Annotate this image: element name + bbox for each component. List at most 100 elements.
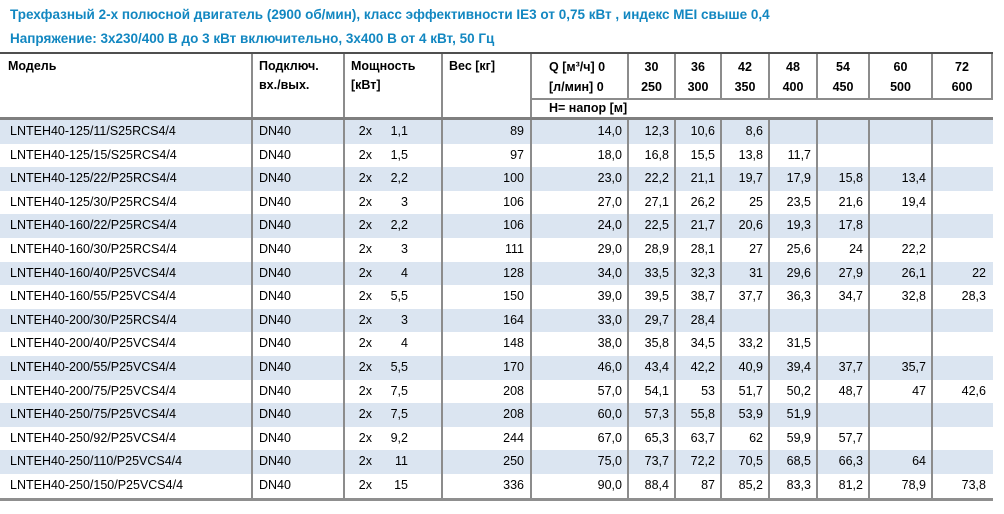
cell-head-value: 75,0: [532, 450, 629, 474]
cell-head-value: 19,4: [870, 190, 933, 215]
head-row-label: Н= напор [м]: [549, 101, 628, 115]
cell-head-value: 22,5: [629, 214, 676, 238]
q-lmin-value: 350: [734, 80, 756, 94]
table-row: LNTEH40-160/22/P25RCS4/4 DN40 2x 2,2 106…: [0, 214, 993, 238]
cell-head-value: 73,7: [629, 450, 676, 474]
cell-head-value: 11,7: [770, 143, 818, 168]
cell-head-value: 39,5: [629, 285, 676, 309]
power-multiplier: 2x: [358, 430, 372, 445]
cell-power: 2x 3: [345, 237, 443, 262]
cell-head-value: [933, 214, 993, 238]
table-row: LNTEH40-200/30/P25RCS4/4 DN40 2x 3 164 3…: [0, 308, 993, 333]
power-multiplier: 2x: [358, 454, 372, 469]
power-value: 11: [395, 454, 408, 469]
cell-weight: 164: [443, 308, 532, 333]
q-lmin-value: 450: [832, 80, 854, 94]
cell-connection: DN40: [253, 308, 345, 333]
cell-head-value: 25,6: [770, 237, 818, 262]
q-column-header: 30 250: [629, 54, 676, 98]
cell-head-value: 33,5: [629, 261, 676, 286]
cell-connection: DN40: [253, 167, 345, 191]
cell-power: 2x 4: [345, 261, 443, 286]
flow-rate-header-section: Q [м³/ч] 0 [л/мин] 0 30 250 36 300 42 35…: [532, 54, 993, 117]
cell-power: 2x 7,5: [345, 403, 443, 427]
q-lmin-value: 500: [890, 80, 911, 94]
page-title-line-1: Трехфазный 2-х полюсной двигатель (2900 …: [10, 7, 770, 22]
cell-head-value: [933, 356, 993, 380]
cell-connection: DN40: [253, 120, 345, 144]
table-row: LNTEH40-125/30/P25RCS4/4 DN40 2x 3 106 2…: [0, 190, 993, 215]
power-value: 7,5: [390, 407, 408, 422]
cell-weight: 336: [443, 473, 532, 498]
cell-head-value: [933, 144, 993, 168]
cell-head-value: 15,5: [676, 143, 722, 168]
cell-head-value: 14,0: [532, 120, 629, 144]
q-m3h-value: 60: [893, 60, 908, 74]
cell-head-value: 90,0: [532, 473, 629, 498]
cell-head-value: 37,7: [722, 285, 770, 309]
table-row: LNTEH40-200/40/P25VCS4/4 DN40 2x 4 148 3…: [0, 332, 993, 356]
cell-weight: 111: [443, 237, 532, 262]
power-multiplier: 2x: [358, 312, 372, 327]
power-value: 4: [401, 336, 408, 351]
power-value: 1,5: [390, 147, 408, 162]
cell-power: 2x 3: [345, 308, 443, 333]
power-multiplier: 2x: [358, 194, 372, 209]
q-lmin-value: 600: [951, 80, 973, 94]
table-row: LNTEH40-160/30/P25RCS4/4 DN40 2x 3 111 2…: [0, 237, 993, 262]
cell-head-value: 29,0: [532, 237, 629, 262]
cell-head-value: [722, 308, 770, 333]
cell-head-value: 29,7: [629, 308, 676, 333]
column-header-connection: Подключ. вх./вых.: [253, 54, 345, 117]
table-row: LNTEH40-250/150/P25VCS4/4 DN40 2x 15 336…: [0, 473, 993, 498]
table-row: LNTEH40-200/55/P25VCS4/4 DN40 2x 5,5 170…: [0, 355, 993, 380]
column-header-connection-line2: вх./вых.: [259, 78, 310, 92]
cell-head-value: 59,9: [770, 426, 818, 451]
cell-power: 2x 15: [345, 473, 443, 498]
cell-head-value: 17,8: [818, 214, 870, 238]
table-row: LNTEH40-160/40/P25VCS4/4 DN40 2x 4 128 3…: [0, 261, 993, 286]
power-value: 9,2: [390, 430, 408, 445]
cell-weight: 148: [443, 332, 532, 356]
page-title-line-2: Напряжение: 3х230/400 В до 3 кВт включит…: [10, 31, 495, 46]
cell-head-value: 25: [722, 190, 770, 215]
cell-head-value: 68,5: [770, 450, 818, 474]
q-column-header: 54 450: [818, 54, 870, 98]
cell-head-value: 48,7: [818, 379, 870, 404]
cell-head-value: 27: [722, 237, 770, 262]
cell-head-value: [933, 309, 993, 333]
cell-weight: 244: [443, 426, 532, 451]
cell-head-value: 18,0: [532, 143, 629, 168]
cell-head-value: 37,7: [818, 355, 870, 380]
cell-head-value: 8,6: [722, 120, 770, 144]
cell-connection: DN40: [253, 190, 345, 215]
cell-model: LNTEH40-200/40/P25VCS4/4: [0, 332, 253, 356]
cell-model: LNTEH40-125/11/S25RCS4/4: [0, 120, 253, 144]
power-multiplier: 2x: [358, 336, 372, 351]
cell-head-value: 40,9: [722, 355, 770, 380]
cell-head-value: 78,9: [870, 473, 933, 498]
cell-head-value: 28,1: [676, 237, 722, 262]
cell-head-value: 22: [972, 265, 986, 280]
cell-head-value: 23,0: [532, 167, 629, 191]
cell-head-value: [933, 427, 993, 451]
cell-head-value: 64: [870, 450, 933, 474]
cell-head-value: 34,7: [818, 285, 870, 309]
q-m3h-value: 30: [644, 60, 659, 74]
cell-head-value: 85,2: [722, 473, 770, 498]
cell-head-value: 53: [676, 379, 722, 404]
power-multiplier: 2x: [358, 289, 372, 304]
flow-units-line2: [л/мин] 0: [549, 80, 604, 94]
cell-head-value: 19,7: [722, 167, 770, 191]
cell-weight: 128: [443, 261, 532, 286]
cell-head-value: 46,0: [532, 355, 629, 380]
cell-head-value: [818, 332, 870, 356]
q-m3h-value: 48: [786, 60, 800, 74]
power-multiplier: 2x: [358, 147, 372, 162]
cell-connection: DN40: [253, 403, 345, 427]
cell-head-value: [933, 450, 993, 474]
cell-head-value: 31: [722, 261, 770, 286]
cell-head-value: [770, 308, 818, 333]
q-column-header: 42 350: [722, 54, 770, 98]
